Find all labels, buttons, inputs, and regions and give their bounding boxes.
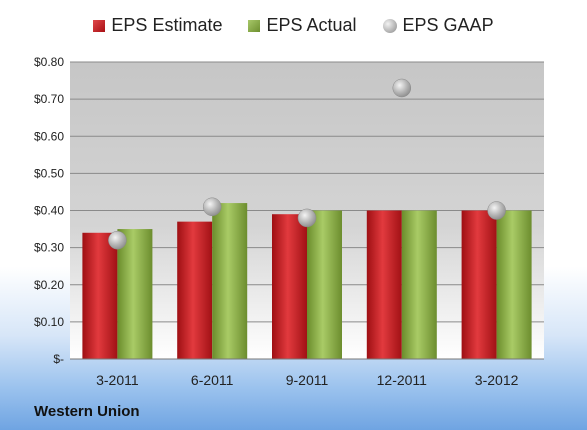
bar-eps-actual [496, 210, 532, 359]
x-tick-label: 6-2011 [191, 372, 234, 388]
y-tick-label: $0.50 [34, 166, 64, 180]
legend-item-eps-gaap: EPS GAAP [382, 15, 494, 36]
legend-label-eps-estimate: EPS Estimate [111, 15, 223, 35]
point-eps-gaap [202, 197, 222, 217]
x-tick-label: 9-2011 [286, 372, 329, 388]
bar-eps-estimate [461, 210, 497, 359]
bar-swatch-red-icon [93, 19, 106, 32]
x-tick-label: 12-2011 [377, 372, 428, 388]
circle-swatch-gray-icon [382, 18, 397, 33]
bar-eps-estimate [272, 214, 307, 359]
point-eps-gaap [297, 208, 317, 228]
y-tick-label: $0.80 [34, 55, 64, 69]
point-eps-gaap [392, 78, 412, 98]
bar-eps-estimate [82, 232, 118, 359]
bar-eps-actual [307, 210, 342, 359]
x-tick-label: 3-2011 [96, 372, 139, 388]
y-tick-label: $- [53, 352, 64, 366]
legend-item-eps-estimate: EPS Estimate [93, 15, 222, 36]
legend: EPS Estimate EPS Actual EPS GAAP [0, 15, 587, 36]
y-tick-label: $0.10 [34, 315, 64, 329]
y-tick-label: $0.40 [34, 204, 64, 218]
point-eps-gaap [487, 201, 506, 220]
bar-eps-estimate [177, 221, 213, 359]
legend-item-eps-actual: EPS Actual [248, 15, 357, 36]
point-eps-gaap [108, 230, 127, 250]
bar-swatch-green-icon [248, 19, 261, 32]
legend-label-eps-actual: EPS Actual [266, 15, 357, 35]
company-name: Western Union [34, 403, 140, 420]
bar-eps-actual [401, 210, 437, 359]
y-tick-label: $0.60 [34, 129, 64, 143]
y-tick-label: $0.30 [34, 241, 64, 255]
bar-eps-actual [212, 203, 248, 359]
legend-label-eps-gaap: EPS GAAP [402, 15, 494, 35]
bar-eps-estimate [366, 210, 402, 359]
bar-eps-actual [117, 229, 153, 359]
x-tick-label: 3-2012 [475, 372, 519, 388]
y-tick-label: $0.70 [34, 92, 64, 106]
y-tick-label: $0.20 [34, 278, 64, 292]
